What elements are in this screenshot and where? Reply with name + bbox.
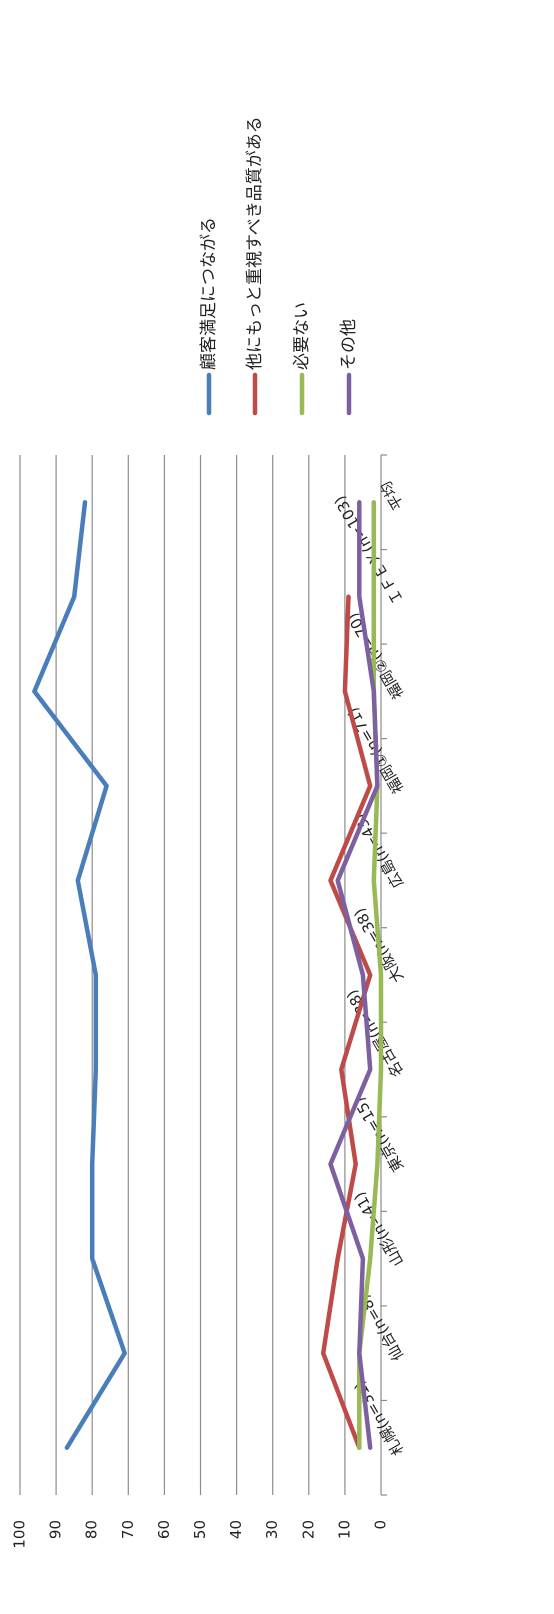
legend-label: その他 xyxy=(339,319,359,370)
series-line xyxy=(320,594,373,1450)
value-tick-label: 90 xyxy=(47,1520,65,1539)
value-axis-ticks: 0 10 20 30 40 50 60 70 80 90 100 xyxy=(11,1520,390,1549)
value-tick-label: 10 xyxy=(335,1520,353,1539)
value-tick-label: 60 xyxy=(155,1520,173,1539)
value-tick-label: 50 xyxy=(191,1520,209,1539)
legend-label: 他にもっと重視すべき品質がある xyxy=(245,116,265,370)
legend-label: 顧客満足につながる xyxy=(199,217,219,370)
value-tick-label: 20 xyxy=(299,1520,317,1539)
legend: 顧客満足につながる 他にもっと重視すべき品質がある必要ない その他 xyxy=(199,116,359,416)
series-lines xyxy=(32,500,384,1450)
series-line xyxy=(32,500,127,1450)
category-tick-label: 山形(n=41) xyxy=(350,1189,407,1270)
series-line xyxy=(328,500,380,1450)
value-tick-label: 30 xyxy=(263,1520,281,1539)
value-tick-label: 100 xyxy=(11,1520,29,1549)
category-tick-label: 広島(n=43) xyxy=(350,810,407,891)
value-tick-label: 70 xyxy=(119,1520,137,1539)
value-tick-label: 80 xyxy=(83,1520,101,1539)
gridlines xyxy=(19,455,346,1495)
value-tick-label: 0 xyxy=(372,1520,390,1530)
series-line xyxy=(357,500,384,1450)
value-tick-label: 40 xyxy=(227,1520,245,1539)
legend-label: 必要ない xyxy=(292,302,312,370)
